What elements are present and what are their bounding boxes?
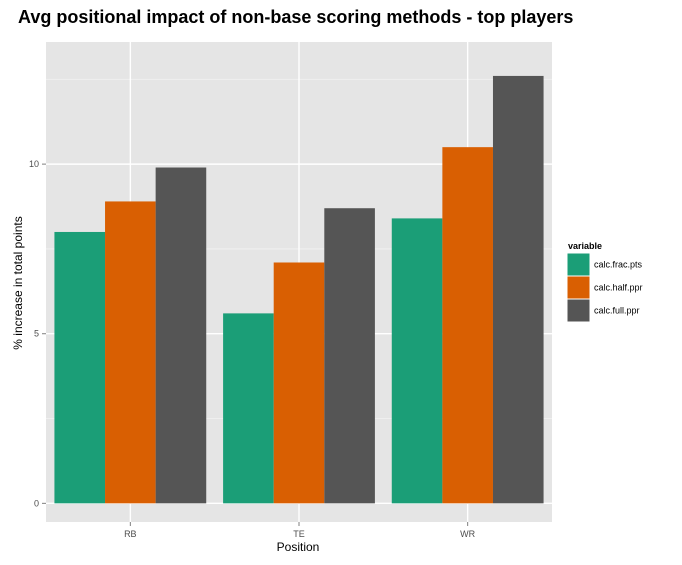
bar (54, 231, 106, 504)
bar (155, 167, 207, 504)
x-tick-label: TE (293, 529, 305, 539)
legend: variable calc.frac.ptscalc.half.pprcalc.… (566, 241, 643, 323)
legend-swatch (567, 299, 590, 322)
x-axis-title: Position (277, 540, 320, 554)
bar (391, 218, 443, 504)
x-tick-label: WR (460, 529, 475, 539)
bars (54, 75, 544, 504)
bar (442, 147, 493, 504)
y-axis: 0 5 10 (29, 159, 46, 508)
chart-title: Avg positional impact of non-base scorin… (18, 7, 573, 27)
bar (105, 201, 156, 504)
y-tick-label: 10 (29, 159, 39, 169)
bar (324, 208, 375, 504)
x-axis: RB TE WR (124, 522, 476, 539)
legend-label: calc.frac.pts (594, 260, 643, 270)
legend-swatch (567, 253, 590, 276)
bar (492, 75, 544, 504)
y-axis-title: % increase in total points (11, 216, 25, 349)
plot-panel (46, 42, 552, 522)
legend-title: variable (568, 241, 602, 251)
legend-items: calc.frac.pts calc.half.ppr calc.full.ppr (566, 252, 643, 323)
x-tick-label: RB (124, 529, 137, 539)
bar (273, 262, 325, 504)
y-tick-label: 5 (34, 329, 39, 339)
bar (223, 313, 274, 504)
legend-label: calc.full.ppr (594, 306, 640, 316)
legend-label: calc.half.ppr (594, 283, 643, 293)
y-tick-label: 0 (34, 498, 39, 508)
legend-swatch (567, 276, 590, 299)
